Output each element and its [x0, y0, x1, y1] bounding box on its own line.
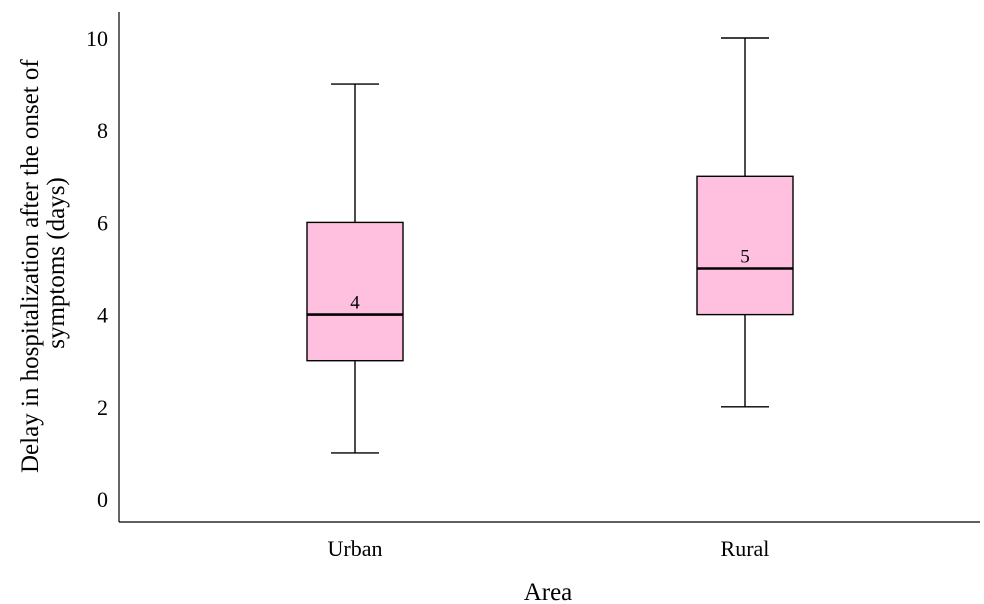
- y-tick-label: 4: [97, 303, 108, 328]
- y-tick-label: 6: [97, 210, 108, 235]
- y-axis-ticks: 0 2 4 6 8 10: [86, 26, 108, 512]
- x-tick-label: Urban: [328, 536, 383, 561]
- y-axis-title: Delay in hospitalization after the onset…: [17, 53, 70, 473]
- plot-area: 45: [306, 37, 794, 454]
- iqr-box: [696, 175, 794, 316]
- x-axis-ticks: Urban Rural: [328, 536, 770, 561]
- y-axis-title-line-1: Delay in hospitalization after the onset…: [17, 59, 44, 473]
- box-rural: 5: [696, 37, 794, 408]
- x-tick-label: Rural: [721, 536, 770, 561]
- y-tick-label: 10: [86, 26, 108, 51]
- x-axis-title: Area: [524, 579, 573, 604]
- y-tick-label: 2: [97, 395, 108, 420]
- y-tick-label: 0: [97, 487, 108, 512]
- iqr-box: [306, 221, 404, 362]
- median-label: 4: [350, 293, 360, 314]
- y-axis-title-line-2: symptoms (days): [43, 177, 70, 349]
- box-urban: 4: [306, 83, 404, 454]
- median-label: 5: [740, 247, 750, 268]
- y-tick-label: 8: [97, 118, 108, 143]
